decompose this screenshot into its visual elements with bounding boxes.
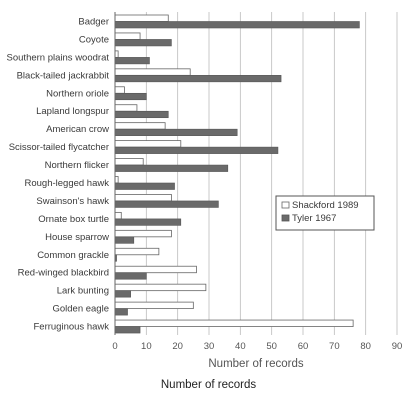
x-tick-label: 20 (172, 341, 183, 352)
category-label: Golden eagle (52, 304, 109, 315)
bar-shackford-1989 (114, 68, 191, 76)
legend-box (275, 195, 375, 231)
category-label: Ferruginous hawk (33, 322, 109, 333)
x-tick-labels: 0 10 20 30 40 50 60 70 80 90 (112, 341, 402, 352)
category-label: Ornate box turtle (38, 214, 109, 225)
bar-shackford-1989 (114, 229, 172, 238)
bar-tyler-1967 (114, 308, 128, 316)
legend: Shackford 1989 Tyler 1967 (275, 195, 375, 231)
bar-tyler-1967 (114, 218, 182, 226)
bar-shackford-1989 (114, 140, 182, 148)
bars (114, 14, 360, 334)
bar-shackford-1989 (114, 14, 169, 22)
bar-shackford-1989 (114, 247, 160, 256)
legend-label-shackford: Shackford 1989 (292, 200, 359, 211)
bar-shackford-1989 (114, 158, 144, 166)
x-tick-label: 60 (298, 341, 309, 352)
bar-tyler-1967 (114, 39, 172, 47)
x-tick-label: 30 (204, 341, 215, 352)
bar-tyler-1967 (114, 110, 169, 119)
bar-tyler-1967 (114, 128, 238, 136)
category-label: Common grackle (37, 250, 109, 261)
category-label: Black-tailed jackrabbit (17, 70, 110, 81)
x-tick-label: 50 (266, 341, 277, 352)
category-label: American crow (46, 124, 109, 135)
bar-shackford-1989 (114, 32, 141, 40)
bar-shackford-1989 (114, 122, 166, 130)
bar-shackford-1989 (114, 104, 138, 112)
x-tick-label: 0 (112, 341, 117, 352)
bar-shackford-1989 (114, 301, 194, 310)
bar-shackford-1989 (114, 194, 172, 202)
category-label: Coyote (79, 34, 109, 45)
bar-tyler-1967 (114, 146, 279, 154)
bar-shackford-1989 (114, 319, 354, 327)
bar-tyler-1967 (114, 21, 360, 29)
legend-swatch-shackford (281, 201, 290, 209)
x-tick-label: 80 (360, 341, 371, 352)
category-label: House sparrow (45, 232, 109, 243)
x-tick-label: 10 (141, 341, 152, 352)
bar-tyler-1967 (114, 182, 175, 190)
bar-tyler-1967 (114, 326, 141, 334)
bar-shackford-1989 (114, 86, 125, 94)
category-label: Swainson's hawk (36, 196, 109, 207)
x-tick-label: 40 (235, 341, 246, 352)
bar-shackford-1989 (114, 283, 207, 292)
bar-shackford-1989 (114, 265, 197, 274)
bar-tyler-1967 (114, 57, 150, 65)
bar-tyler-1967 (114, 236, 135, 244)
bar-tyler-1967 (114, 290, 131, 298)
category-label: Northern flicker (45, 160, 109, 171)
bar-tyler-1967 (114, 164, 229, 172)
bar-tyler-1967 (114, 92, 147, 101)
category-labels: Badger Coyote Southern plains woodrat Black… (7, 17, 110, 333)
x-tick-label: 70 (329, 341, 340, 352)
category-label: Lark bunting (57, 286, 109, 297)
bar-tyler-1967 (114, 75, 282, 83)
bar-tyler-1967 (114, 272, 147, 280)
category-label: Southern plains woodrat (7, 52, 110, 63)
grid-lines (145, 12, 398, 335)
x-axis-title: Number of records (208, 358, 303, 370)
category-label: Red-winged blackbird (18, 268, 109, 279)
category-label: Lapland longspur (36, 106, 109, 117)
legend-label-tyler: Tyler 1967 (292, 213, 336, 224)
category-label: Scissor-tailed flycatcher (9, 142, 109, 153)
caption: Number of records (160, 379, 257, 391)
category-label: Northern oriole (46, 88, 109, 99)
bar-shackford-1989 (114, 211, 122, 220)
category-label: Badger (78, 17, 109, 28)
bar-tyler-1967 (114, 200, 219, 208)
x-tick-label: 90 (392, 341, 403, 352)
legend-swatch-tyler (281, 214, 290, 222)
category-label: Rough-legged hawk (24, 178, 109, 189)
